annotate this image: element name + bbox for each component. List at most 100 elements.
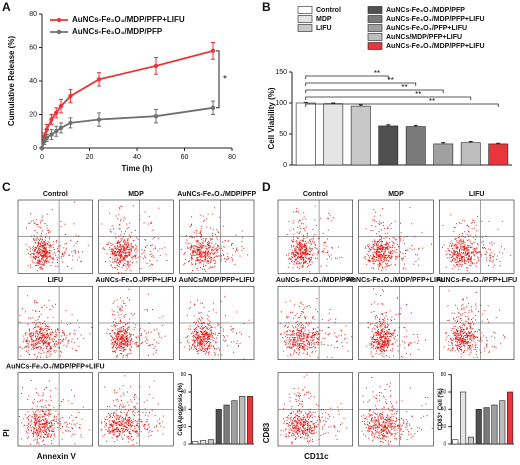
- panel-label: C: [2, 180, 11, 194]
- bar: [378, 125, 399, 166]
- legend-swatch: [297, 6, 313, 14]
- plot-title: AuNCs-Fe₃O₄/MDP/PFP+LIFU: [347, 277, 446, 284]
- series-line: [41, 49, 214, 149]
- y-tick-label: 40: [441, 407, 447, 413]
- y-tick-label: 60: [29, 44, 37, 51]
- y-axis-label: PI: [2, 429, 11, 437]
- point: [44, 127, 49, 132]
- bar: [491, 404, 498, 445]
- panel-label: A: [2, 0, 11, 14]
- y-tick-label: 20: [181, 424, 187, 430]
- y-axis-label: Cell Viability (%): [267, 87, 276, 149]
- bar: [323, 103, 344, 166]
- y-tick-label: 0: [444, 441, 447, 447]
- point: [153, 113, 159, 119]
- dot-cloud: [106, 288, 166, 358]
- point: [68, 120, 73, 126]
- panel-label: D: [262, 180, 271, 194]
- plot-title: LIFU: [469, 191, 485, 198]
- legend-swatch: [297, 15, 313, 23]
- plot-title: AuNCs-Fe₃O₄/MDP/PFP+LIFU: [6, 364, 105, 371]
- bracket: [216, 50, 220, 109]
- bar: [460, 142, 481, 166]
- bar: [295, 102, 316, 166]
- y-tick-label: 0: [33, 145, 37, 152]
- error-bar: [303, 101, 308, 103]
- quadrant-lines: [278, 286, 353, 360]
- error-bar: [468, 140, 473, 143]
- quadrant-lines: [179, 200, 254, 274]
- legend-swatch: [367, 24, 383, 32]
- bar: [488, 143, 509, 166]
- dot-cloud: [443, 290, 506, 358]
- error-bar: [441, 142, 446, 144]
- bar: [207, 439, 214, 445]
- annotation: **: [429, 97, 435, 106]
- plot-title: Control: [43, 191, 68, 198]
- dot-cloud: [100, 375, 165, 446]
- bar: [452, 439, 459, 445]
- quadrant-lines: [278, 200, 353, 274]
- bar: [192, 441, 199, 445]
- bar: [200, 440, 207, 445]
- bar: [475, 409, 482, 445]
- annotation: **: [415, 90, 421, 99]
- point: [49, 132, 54, 137]
- x-tick-label: 80: [228, 154, 236, 161]
- error-bar: [496, 142, 501, 144]
- quadrant-lines: [18, 200, 93, 274]
- bar: [460, 391, 467, 445]
- point: [54, 129, 59, 134]
- plot-title: AuNCs-Fe₃O₄/PFP+LIFU: [436, 277, 517, 284]
- x-tick-label: 20: [86, 154, 94, 161]
- legend-label: AuNCs-Fe₃O₄/MDP/PFP+LIFU: [386, 43, 485, 50]
- legend-swatch: [367, 15, 383, 23]
- point: [54, 110, 59, 116]
- legend-label: AuNCs-Fe₃O₄/PFP+LIFU: [386, 25, 467, 32]
- annotation: **: [374, 69, 380, 78]
- y-tick-label: 0: [283, 162, 287, 169]
- x-tick-label: 0: [40, 154, 44, 161]
- bar: [231, 400, 238, 445]
- point: [210, 48, 216, 54]
- point: [96, 77, 102, 82]
- legend-swatch: [367, 33, 383, 41]
- y-tick-label: 80: [29, 11, 37, 18]
- legend-marker: [56, 17, 62, 23]
- dot-cloud: [366, 288, 426, 358]
- quadrant-lines: [18, 372, 93, 446]
- dot-cloud: [180, 296, 250, 360]
- quadrant-lines: [439, 200, 514, 274]
- quadrant-lines: [439, 286, 514, 360]
- point: [96, 117, 102, 122]
- quadrant-lines: [358, 372, 434, 446]
- dot-cloud: [25, 201, 89, 272]
- error-bar: [386, 124, 391, 126]
- quadrant-lines: [358, 286, 434, 360]
- bar: [247, 396, 254, 445]
- bar: [239, 396, 246, 445]
- dot-cloud: [280, 374, 348, 445]
- x-axis-label: CD11c: [304, 452, 329, 461]
- plot-title: AuNCs-Fe₃O₄/MDP/PFP: [177, 191, 256, 198]
- point: [49, 117, 54, 122]
- bar: [467, 436, 474, 445]
- quadrant-lines: [358, 200, 434, 274]
- y-tick-label: 0: [184, 441, 187, 447]
- y-tick-label: 40: [181, 407, 187, 413]
- panel-label: B: [262, 0, 271, 14]
- quadrant-lines: [278, 372, 353, 446]
- legend-label: MDP: [316, 16, 332, 23]
- error-bar: [331, 102, 336, 104]
- annotation: *: [223, 74, 227, 85]
- bracket: [305, 75, 389, 79]
- y-tick-label: 80: [441, 372, 447, 378]
- x-tick-label: 40: [133, 154, 141, 161]
- error-bar: [358, 104, 363, 107]
- legend-label: LIFU: [316, 25, 332, 32]
- x-tick-label: 60: [181, 154, 189, 161]
- legend-label: AuNCs-Fe₃O₄/MDP/PFP+LIFU: [386, 16, 485, 23]
- x-axis-label: Annexin V: [37, 452, 77, 461]
